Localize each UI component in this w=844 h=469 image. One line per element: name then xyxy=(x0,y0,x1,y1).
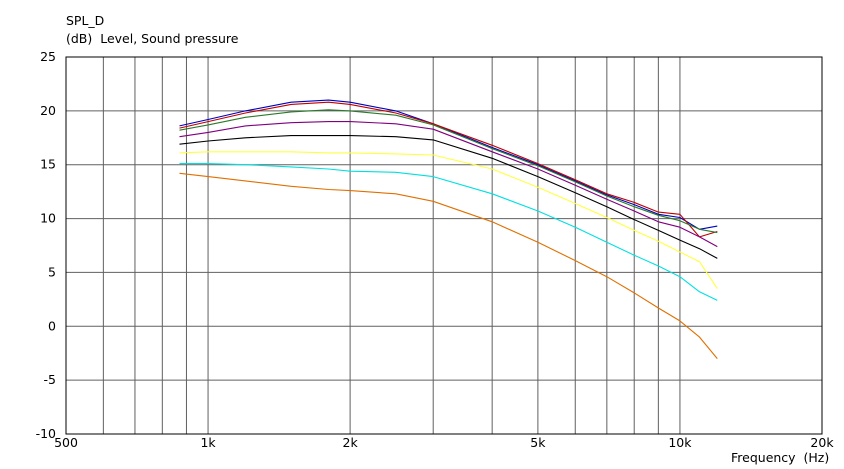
x-tick-label: 20k xyxy=(810,435,834,450)
series-line xyxy=(179,172,718,359)
series-line xyxy=(179,151,718,289)
y-tick-label: -10 xyxy=(36,426,56,441)
y-tick-label: 20 xyxy=(40,103,56,118)
y-tick-label: -5 xyxy=(44,372,56,387)
series-group xyxy=(179,99,718,359)
series-line xyxy=(179,135,718,259)
series-line xyxy=(179,121,718,248)
series-line xyxy=(179,99,718,230)
y-tick-label: 0 xyxy=(48,318,56,333)
x-axis-label: Frequency (Hz) xyxy=(731,450,830,465)
x-tick-label: 2k xyxy=(343,435,359,450)
x-tick-label: 10k xyxy=(668,435,692,450)
plot-frame xyxy=(65,56,823,435)
x-tick-label: 500 xyxy=(54,435,78,450)
series-line xyxy=(179,163,718,301)
y-tick-label: 5 xyxy=(48,264,56,279)
x-tick-label: 5k xyxy=(530,435,546,450)
series-line xyxy=(179,101,718,238)
y-tick-label: 25 xyxy=(40,49,56,64)
series-line xyxy=(179,109,718,234)
grid xyxy=(66,56,822,435)
y-tick-label: 10 xyxy=(40,211,56,226)
y-axis-label: (dB) Level, Sound pressure xyxy=(66,31,239,46)
chart-title: SPL_D xyxy=(66,13,105,28)
x-tick-label: 1k xyxy=(200,435,216,450)
y-tick-label: 15 xyxy=(40,157,56,172)
